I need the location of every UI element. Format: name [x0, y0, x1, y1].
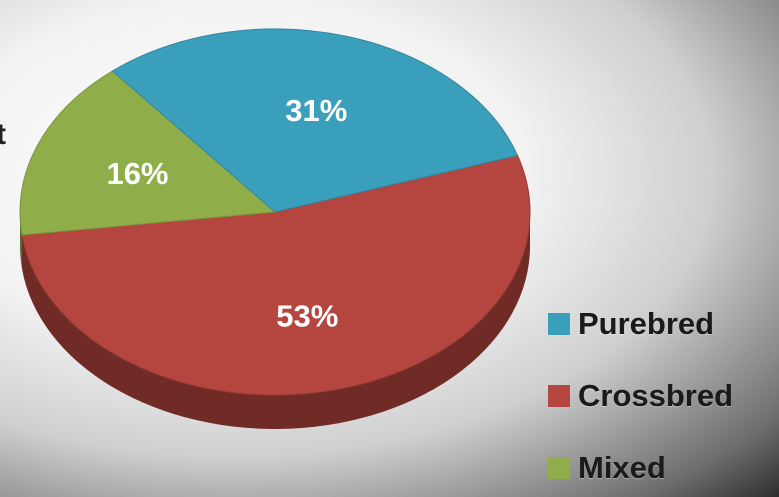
legend-item-purebred: Purebred [548, 306, 733, 342]
legend-swatch-mixed [548, 457, 570, 479]
data-label-purebred: 31% [285, 93, 347, 128]
pie-slice-mixed [19, 70, 277, 236]
legend-swatch-crossbred [548, 385, 570, 407]
partial-text: t [0, 118, 6, 151]
data-label-crossbred: 53% [276, 299, 338, 334]
pie-slice-purebred [111, 28, 519, 213]
chart-legend: Purebred Crossbred Mixed [548, 306, 733, 486]
data-label-mixed: 16% [106, 156, 168, 191]
legend-label-crossbred: Crossbred [578, 378, 734, 413]
pie-slice-crossbred [21, 154, 531, 396]
legend-item-mixed: Mixed [548, 450, 733, 486]
legend-label-mixed: Mixed [578, 450, 666, 485]
legend-label-purebred: Purebred [578, 306, 715, 341]
legend-item-crossbred: Crossbred [548, 378, 733, 414]
pie-side-crossbred [22, 212, 531, 430]
legend-swatch-purebred [548, 313, 570, 335]
